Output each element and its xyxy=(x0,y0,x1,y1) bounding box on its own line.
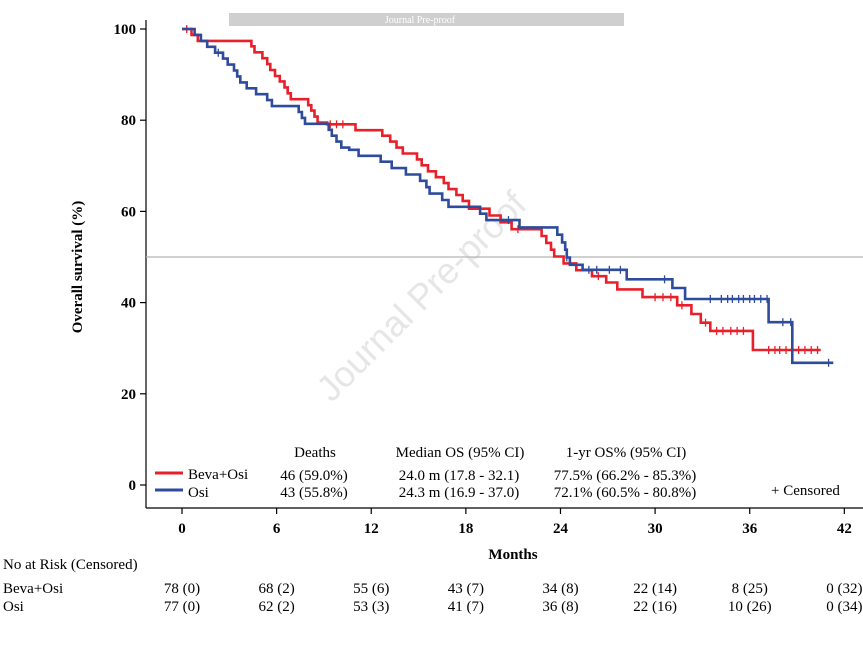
risk-cell-beva-osi: 68 (2) xyxy=(258,581,294,597)
risk-cell-beva-osi: 34 (8) xyxy=(542,581,578,597)
risk-cell-osi: 0 (34) xyxy=(826,599,862,615)
legend-label-osi: Osi xyxy=(188,485,209,501)
summary-header-median: Median OS (95% CI) xyxy=(396,445,525,461)
journal-banner xyxy=(229,13,624,26)
summary-header-1yr: 1-yr OS% (95% CI) xyxy=(566,445,686,461)
x-tick-label: 6 xyxy=(273,521,281,537)
legend-label-beva-osi: Beva+Osi xyxy=(188,467,248,483)
y-tick-label: 20 xyxy=(121,387,136,403)
risk-row-label-beva-osi: Beva+Osi xyxy=(3,581,63,597)
risk-table-title: No at Risk (Censored) xyxy=(3,557,138,573)
km-curve-beva-osi xyxy=(182,27,821,352)
risk-cell-beva-osi: 0 (32) xyxy=(826,581,862,597)
risk-cell-osi: 22 (16) xyxy=(633,599,677,615)
x-tick-label: 18 xyxy=(458,521,473,537)
risk-row-label-osi: Osi xyxy=(3,599,24,615)
risk-cell-beva-osi: 43 (7) xyxy=(448,581,484,597)
risk-cell-beva-osi: 55 (6) xyxy=(353,581,389,597)
x-tick-label: 30 xyxy=(648,521,663,537)
summary-median-beva-osi: 24.0 m (17.8 - 32.1) xyxy=(399,468,519,484)
risk-cell-beva-osi: 8 (25) xyxy=(732,581,768,597)
x-tick-label: 0 xyxy=(178,521,186,537)
risk-cell-beva-osi: 22 (14) xyxy=(633,581,677,597)
y-tick-label: 100 xyxy=(114,22,137,38)
risk-cell-osi: 53 (3) xyxy=(353,599,389,615)
summary-deaths-osi: 43 (55.8%) xyxy=(280,485,348,501)
y-tick-label: 40 xyxy=(121,296,136,312)
x-tick-label: 24 xyxy=(553,521,569,537)
y-tick-label: 80 xyxy=(121,113,136,129)
x-axis-label: Months xyxy=(488,547,537,563)
risk-cell-osi: 10 (26) xyxy=(728,599,772,615)
risk-cell-osi: 62 (2) xyxy=(258,599,294,615)
censored-note: + Censored xyxy=(771,483,840,499)
x-axis-ticks: 0 6 12 18 24 30 36 42 xyxy=(178,508,852,537)
risk-cell-beva-osi: 78 (0) xyxy=(164,581,200,597)
y-tick-label: 0 xyxy=(129,478,137,494)
summary-table: Deaths Median OS (95% CI) 1-yr OS% (95% … xyxy=(155,445,696,501)
x-tick-label: 42 xyxy=(837,521,852,537)
y-tick-label: 60 xyxy=(121,204,136,220)
summary-median-osi: 24.3 m (16.9 - 37.0) xyxy=(399,485,519,501)
summary-deaths-beva-osi: 46 (59.0%) xyxy=(280,468,348,484)
summary-1yr-osi: 72.1% (60.5% - 80.8%) xyxy=(554,485,696,501)
risk-cell-osi: 77 (0) xyxy=(164,599,200,615)
x-tick-label: 12 xyxy=(364,521,379,537)
survival-curves xyxy=(182,25,834,367)
risk-table-values: 78 (0) 68 (2) 55 (6) 43 (7) 34 (8) 22 (14) 8 (… xyxy=(164,581,863,615)
y-axis-label: Overall survival (%) xyxy=(70,201,86,333)
summary-1yr-beva-osi: 77.5% (66.2% - 85.3%) xyxy=(554,468,696,484)
risk-cell-osi: 36 (8) xyxy=(542,599,578,615)
journal-banner-text: Journal Pre-proof xyxy=(385,15,456,26)
summary-header-deaths: Deaths xyxy=(294,445,336,461)
y-axis-ticks: 0 20 40 60 80 100 xyxy=(114,22,146,494)
x-tick-label: 36 xyxy=(742,521,758,537)
risk-cell-osi: 41 (7) xyxy=(448,599,484,615)
